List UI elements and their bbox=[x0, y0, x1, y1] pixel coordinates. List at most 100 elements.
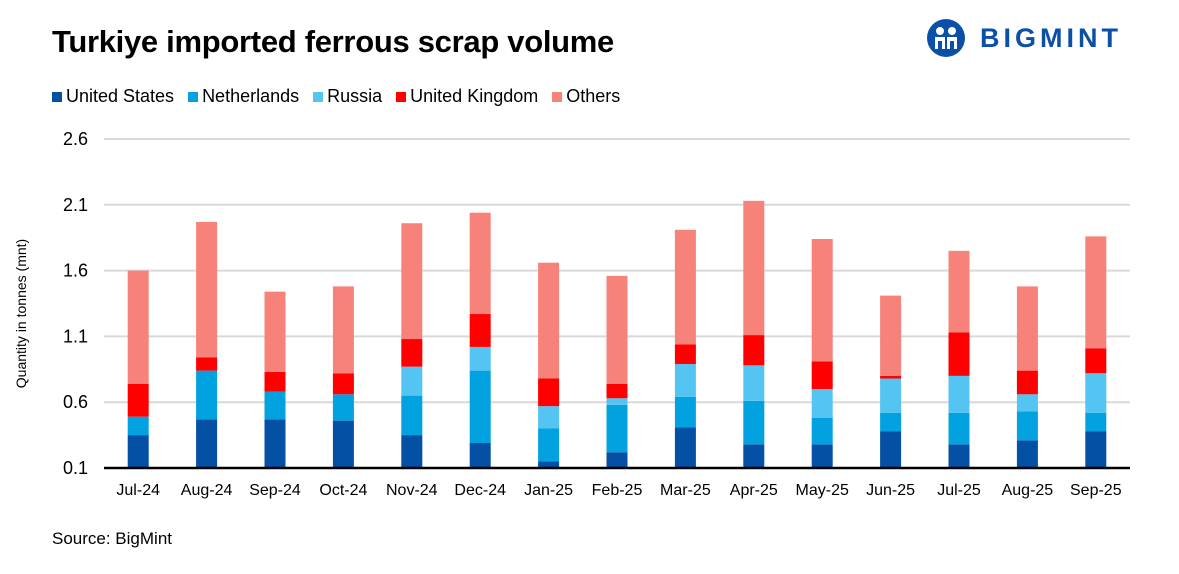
bar-segment-united-states bbox=[332, 420, 354, 468]
legend-label: Others bbox=[566, 86, 621, 106]
bar-segment-netherlands bbox=[880, 412, 902, 432]
bar-segment-others bbox=[538, 262, 560, 379]
bar-segment-united-states bbox=[127, 435, 149, 468]
bar-segment-united-kingdom bbox=[948, 332, 970, 376]
bar-segment-united-kingdom bbox=[674, 344, 696, 365]
bar-segment-others bbox=[127, 270, 149, 384]
bar-segment-russia bbox=[606, 398, 628, 405]
bar-segment-netherlands bbox=[1016, 411, 1038, 441]
bar-segment-united-kingdom bbox=[538, 378, 560, 407]
legend-swatch bbox=[188, 91, 199, 102]
bar-segment-netherlands bbox=[196, 370, 218, 420]
bar-segment-united-states bbox=[264, 419, 286, 468]
bar-segment-netherlands bbox=[1085, 412, 1107, 432]
legend-label: United States bbox=[66, 86, 175, 106]
bar-segment-united-states bbox=[811, 444, 833, 468]
legend-swatch bbox=[552, 91, 563, 102]
legend-swatch bbox=[313, 91, 324, 102]
legend-label: Russia bbox=[327, 86, 383, 106]
legend-item: United Kingdom bbox=[396, 86, 538, 107]
bar-segment-others bbox=[401, 223, 423, 340]
x-tick-label: Jan-25 bbox=[524, 482, 573, 499]
bar-segment-united-kingdom bbox=[401, 339, 423, 367]
bar-segment-others bbox=[1016, 286, 1038, 371]
bar-segment-united-kingdom bbox=[127, 383, 149, 417]
bar-segment-others bbox=[196, 221, 218, 358]
bar-segment-netherlands bbox=[401, 395, 423, 436]
bar-segment-netherlands bbox=[469, 370, 491, 443]
source-note: Source: BigMint bbox=[52, 529, 172, 548]
legend: United States Netherlands Russia United Kin… bbox=[52, 86, 620, 107]
bar-segment-netherlands bbox=[606, 404, 628, 453]
bar-segment-united-states bbox=[1016, 440, 1038, 468]
bar-segment-united-kingdom bbox=[196, 357, 218, 371]
bar-segment-netherlands bbox=[743, 400, 765, 445]
y-tick-label: 2.1 bbox=[63, 195, 88, 215]
bar-segment-others bbox=[674, 229, 696, 345]
x-tick-label: Aug-24 bbox=[181, 482, 233, 499]
bar-segment-united-kingdom bbox=[332, 373, 354, 395]
x-tick-label: Sep-24 bbox=[249, 482, 301, 499]
bar-segment-united-kingdom bbox=[743, 335, 765, 366]
y-tick-label: 1.6 bbox=[63, 261, 88, 281]
bar-segment-russia bbox=[469, 346, 491, 371]
bar-segment-russia bbox=[1085, 373, 1107, 413]
bar-segment-others bbox=[743, 200, 765, 336]
x-tick-label: Apr-25 bbox=[730, 482, 778, 499]
bar-segment-others bbox=[469, 212, 491, 315]
bar-segment-united-states bbox=[1085, 431, 1107, 468]
bar-segment-netherlands bbox=[264, 391, 286, 420]
y-tick-label: 0.6 bbox=[63, 392, 88, 412]
bar-segment-russia bbox=[1016, 394, 1038, 412]
bar-segment-others bbox=[880, 295, 902, 376]
bar-segment-netherlands bbox=[948, 412, 970, 445]
bar-segment-united-states bbox=[948, 444, 970, 468]
x-tick-label: Oct-24 bbox=[319, 482, 367, 499]
bar-segment-russia bbox=[811, 389, 833, 418]
bar-segment-netherlands bbox=[811, 417, 833, 445]
legend-swatch bbox=[52, 91, 62, 102]
bar-segment-others bbox=[1085, 236, 1107, 349]
bar-segment-united-states bbox=[606, 452, 628, 468]
bar-segment-united-states bbox=[401, 435, 423, 468]
x-tick-label: Aug-25 bbox=[1002, 482, 1054, 499]
x-tick-label: Dec-24 bbox=[454, 482, 506, 499]
bar-segment-netherlands bbox=[538, 428, 560, 462]
legend-label: Netherlands bbox=[202, 86, 300, 106]
bar-segment-others bbox=[332, 286, 354, 374]
bar-segment-netherlands bbox=[674, 396, 696, 428]
bar-segment-united-kingdom bbox=[1016, 370, 1038, 395]
legend-item: Netherlands bbox=[188, 86, 299, 107]
legend-item: Russia bbox=[313, 86, 382, 107]
legend-swatch bbox=[396, 91, 407, 102]
bar-segment-netherlands bbox=[127, 416, 149, 436]
bar-segment-united-states bbox=[469, 442, 491, 468]
bar-segment-russia bbox=[401, 366, 423, 396]
bar-segment-united-states bbox=[880, 431, 902, 468]
chart-title: Turkiye imported ferrous scrap volume bbox=[52, 24, 614, 59]
y-tick-label: 1.1 bbox=[63, 326, 88, 346]
bar-segment-russia bbox=[538, 406, 560, 429]
bar-segment-united-states bbox=[196, 419, 218, 468]
y-axis-label: Quantity in tonnes (mnt) bbox=[13, 239, 29, 388]
x-tick-label: Jul-25 bbox=[937, 482, 981, 499]
bar-segment-united-states bbox=[538, 461, 560, 468]
bar-segment-russia bbox=[948, 375, 970, 413]
legend-label: United Kingdom bbox=[410, 86, 539, 106]
bar-segment-netherlands bbox=[332, 394, 354, 421]
bigmint-logo: BIGMINT bbox=[926, 18, 1122, 58]
x-tick-label: May-25 bbox=[796, 482, 849, 499]
x-tick-label: Nov-24 bbox=[386, 482, 438, 499]
y-tick-label: 0.1 bbox=[63, 458, 88, 478]
x-tick-label: Sep-25 bbox=[1070, 482, 1122, 499]
bar-segment-united-kingdom bbox=[264, 371, 286, 392]
x-tick-label: Mar-25 bbox=[660, 482, 711, 499]
legend-item: Others bbox=[552, 86, 620, 107]
bar-segment-united-kingdom bbox=[1085, 348, 1107, 374]
bar-segment-united-kingdom bbox=[469, 314, 491, 347]
x-tick-label: Feb-25 bbox=[592, 482, 643, 499]
bar-segment-others bbox=[264, 291, 286, 372]
bar-segment-united-states bbox=[674, 427, 696, 468]
x-tick-label: Jul-24 bbox=[116, 482, 160, 499]
